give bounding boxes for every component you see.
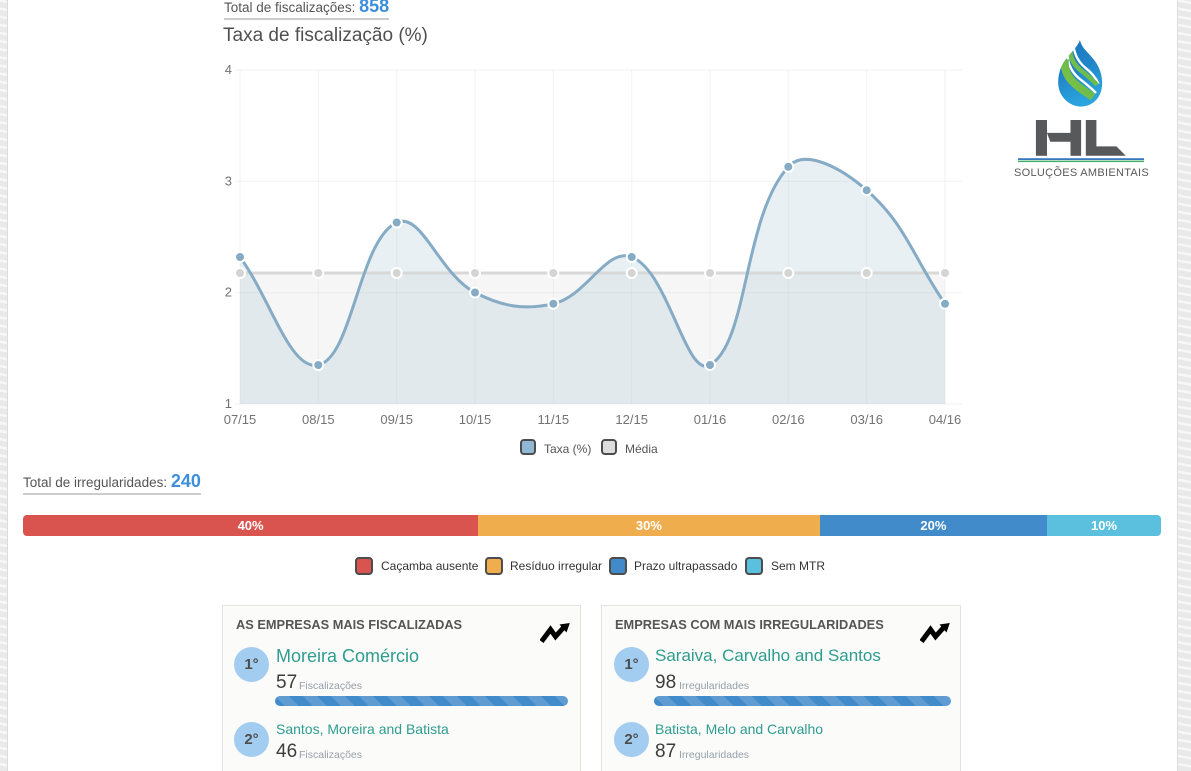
svg-text:03/16: 03/16	[850, 412, 883, 427]
svg-text:10/15: 10/15	[459, 412, 492, 427]
svg-text:07/15: 07/15	[224, 412, 257, 427]
svg-text:2: 2	[225, 285, 232, 300]
svg-text:02/16: 02/16	[772, 412, 805, 427]
svg-text:04/16: 04/16	[929, 412, 962, 427]
svg-text:09/15: 09/15	[380, 412, 413, 427]
svg-text:3: 3	[225, 173, 232, 188]
svg-text:11/15: 11/15	[538, 412, 570, 427]
svg-text:SOLUÇÕES AMBIENTAIS: SOLUÇÕES AMBIENTAIS	[1014, 166, 1149, 179]
svg-text:08/15: 08/15	[302, 412, 335, 427]
svg-text:01/16: 01/16	[694, 412, 727, 427]
svg-text:12/15: 12/15	[615, 412, 648, 427]
svg-text:4: 4	[225, 62, 232, 77]
svg-text:1: 1	[225, 396, 232, 411]
